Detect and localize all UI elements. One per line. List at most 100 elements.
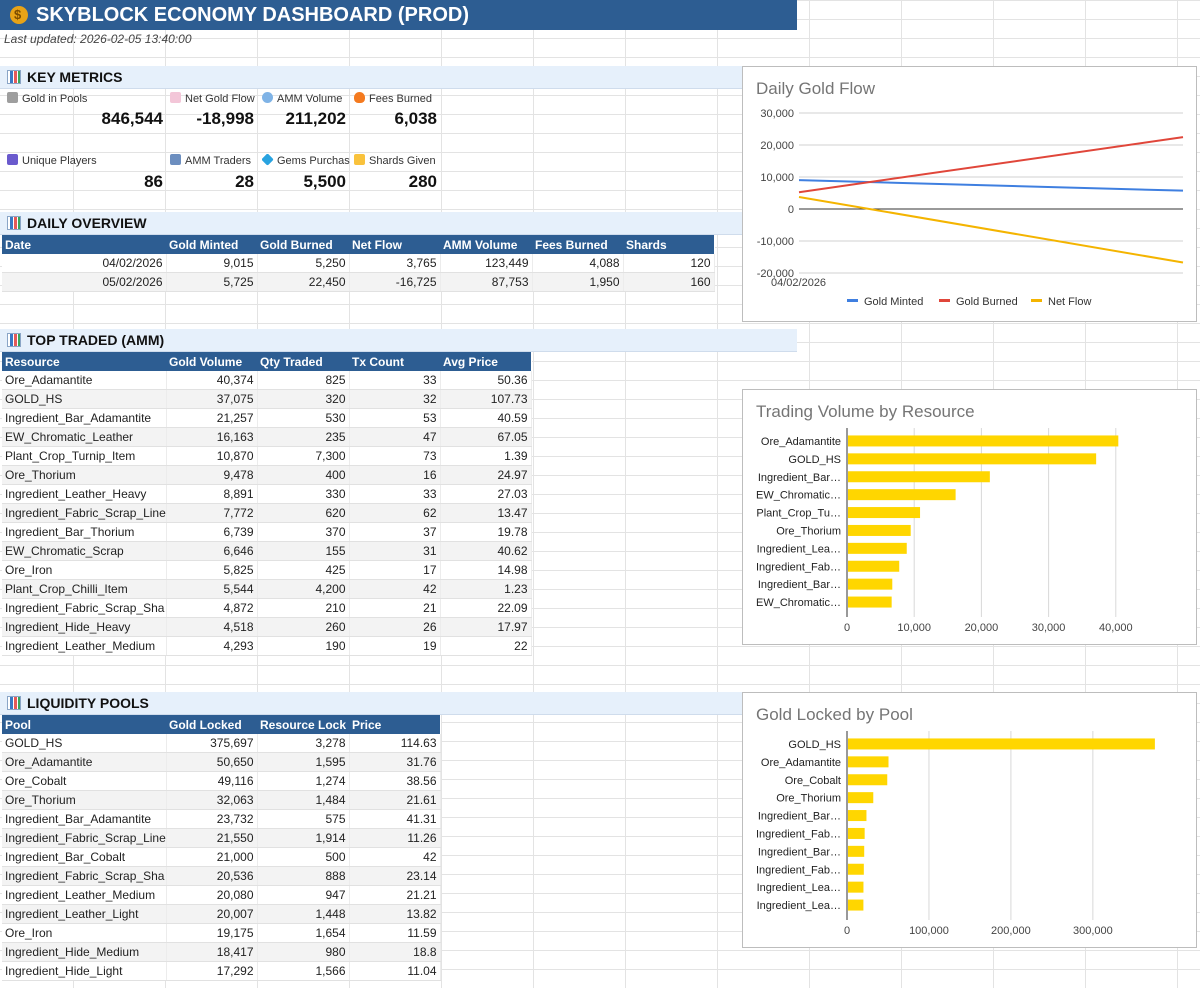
table-cell[interactable]: 40,374 [166,371,258,390]
table-cell[interactable]: 32 [349,389,441,409]
table-cell[interactable]: 1.23 [440,579,532,599]
table-cell[interactable]: Ore_Cobalt [2,771,167,791]
table-cell[interactable]: Ingredient_Bar_Cobalt [2,847,167,867]
column-header[interactable]: AMM Volume [440,235,532,254]
table-cell[interactable]: Ore_Iron [2,923,167,943]
table-cell[interactable]: 53 [349,408,441,428]
table-cell[interactable]: 42 [349,579,441,599]
table-cell[interactable]: 1,950 [532,272,624,292]
table-cell[interactable]: 1,448 [257,904,350,924]
table-cell[interactable]: 9,015 [166,254,258,273]
table-cell[interactable]: Plant_Crop_Turnip_Item [2,446,167,466]
table-cell[interactable]: Ingredient_Leather_Heavy [2,484,167,504]
table-cell[interactable]: 17.97 [440,617,532,637]
table-cell[interactable]: 47 [349,427,441,447]
table-cell[interactable]: 27.03 [440,484,532,504]
table-cell[interactable]: 20,080 [166,885,258,905]
table-cell[interactable]: 120 [623,254,715,273]
table-cell[interactable]: 1,654 [257,923,350,943]
table-cell[interactable]: 3,765 [349,254,441,273]
table-cell[interactable]: 05/02/2026 [2,272,167,292]
table-cell[interactable]: 04/02/2026 [2,254,167,273]
table-cell[interactable]: 1,595 [257,752,350,772]
table-cell[interactable]: 4,088 [532,254,624,273]
table-cell[interactable]: 6,646 [166,541,258,561]
table-cell[interactable]: 320 [257,389,350,409]
table-cell[interactable]: 21.61 [349,790,441,810]
table-cell[interactable]: 40.59 [440,408,532,428]
column-header[interactable]: Pool [2,715,166,734]
table-cell[interactable]: 5,825 [166,560,258,580]
daily-gold-flow-chart[interactable]: Daily Gold Flow 30,000 20,000 10,000 0 -10,0… [742,66,1197,322]
table-cell[interactable]: Ingredient_Bar_Thorium [2,522,167,542]
table-cell[interactable]: 33 [349,484,441,504]
table-cell[interactable]: 21,257 [166,408,258,428]
table-cell[interactable]: 114.63 [349,734,441,753]
table-cell[interactable]: 825 [257,371,350,390]
table-cell[interactable]: 21,550 [166,828,258,848]
table-cell[interactable]: Ore_Iron [2,560,167,580]
table-cell[interactable]: -16,725 [349,272,441,292]
table-cell[interactable]: 17 [349,560,441,580]
table-cell[interactable]: Plant_Crop_Chilli_Item [2,579,167,599]
table-cell[interactable]: 41.31 [349,809,441,829]
table-cell[interactable]: 50.36 [440,371,532,390]
table-cell[interactable]: 400 [257,465,350,485]
table-cell[interactable]: 5,544 [166,579,258,599]
table-cell[interactable]: 160 [623,272,715,292]
table-cell[interactable]: 5,725 [166,272,258,292]
table-cell[interactable]: Ingredient_Hide_Light [2,961,167,981]
table-cell[interactable]: 1,914 [257,828,350,848]
table-cell[interactable]: 26 [349,617,441,637]
column-header[interactable]: Resource Lock [257,715,349,734]
table-cell[interactable]: 40.62 [440,541,532,561]
table-cell[interactable]: 4,518 [166,617,258,637]
table-cell[interactable]: 62 [349,503,441,523]
table-cell[interactable]: 530 [257,408,350,428]
table-cell[interactable]: 11.04 [349,961,441,981]
table-cell[interactable]: 888 [257,866,350,886]
table-cell[interactable]: 22 [440,636,532,656]
table-cell[interactable]: 4,293 [166,636,258,656]
table-cell[interactable]: 375,697 [166,734,258,753]
table-cell[interactable]: 6,739 [166,522,258,542]
column-header[interactable]: Gold Volume [166,352,257,371]
table-cell[interactable]: 235 [257,427,350,447]
table-cell[interactable]: 13.82 [349,904,441,924]
column-header[interactable]: Fees Burned [532,235,623,254]
table-cell[interactable]: 16 [349,465,441,485]
table-cell[interactable]: 155 [257,541,350,561]
table-cell[interactable]: Ingredient_Leather_Light [2,904,167,924]
column-header[interactable]: Shards [623,235,714,254]
table-cell[interactable]: 8,891 [166,484,258,504]
table-cell[interactable]: Ingredient_Fabric_Scrap_Sha [2,598,167,618]
table-cell[interactable]: 21,000 [166,847,258,867]
table-cell[interactable]: 37 [349,522,441,542]
column-header[interactable]: Gold Burned [257,235,349,254]
table-cell[interactable]: Ore_Adamantite [2,752,167,772]
table-cell[interactable]: 7,300 [257,446,350,466]
column-header[interactable]: Date [2,235,166,254]
table-cell[interactable]: 3,278 [257,734,350,753]
table-cell[interactable]: 425 [257,560,350,580]
table-cell[interactable]: 5,250 [257,254,350,273]
table-cell[interactable]: 87,753 [440,272,533,292]
table-cell[interactable]: 13.47 [440,503,532,523]
table-cell[interactable]: 73 [349,446,441,466]
table-cell[interactable]: Ingredient_Fabric_Scrap_Sha [2,866,167,886]
table-cell[interactable]: Ingredient_Fabric_Scrap_Line [2,503,167,523]
table-cell[interactable]: 1.39 [440,446,532,466]
table-cell[interactable]: 32,063 [166,790,258,810]
column-header[interactable]: Gold Minted [166,235,257,254]
table-cell[interactable]: 980 [257,942,350,962]
table-cell[interactable]: Ingredient_Bar_Adamantite [2,809,167,829]
table-cell[interactable]: Ingredient_Fabric_Scrap_Line [2,828,167,848]
table-cell[interactable]: 18,417 [166,942,258,962]
table-cell[interactable]: 620 [257,503,350,523]
table-cell[interactable]: 210 [257,598,350,618]
table-cell[interactable]: GOLD_HS [2,734,167,753]
table-cell[interactable]: 10,870 [166,446,258,466]
table-cell[interactable]: 11.59 [349,923,441,943]
table-cell[interactable]: 42 [349,847,441,867]
table-cell[interactable]: GOLD_HS [2,389,167,409]
